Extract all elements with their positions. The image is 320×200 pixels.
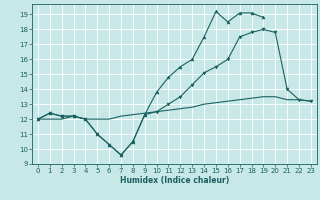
X-axis label: Humidex (Indice chaleur): Humidex (Indice chaleur) — [120, 176, 229, 185]
